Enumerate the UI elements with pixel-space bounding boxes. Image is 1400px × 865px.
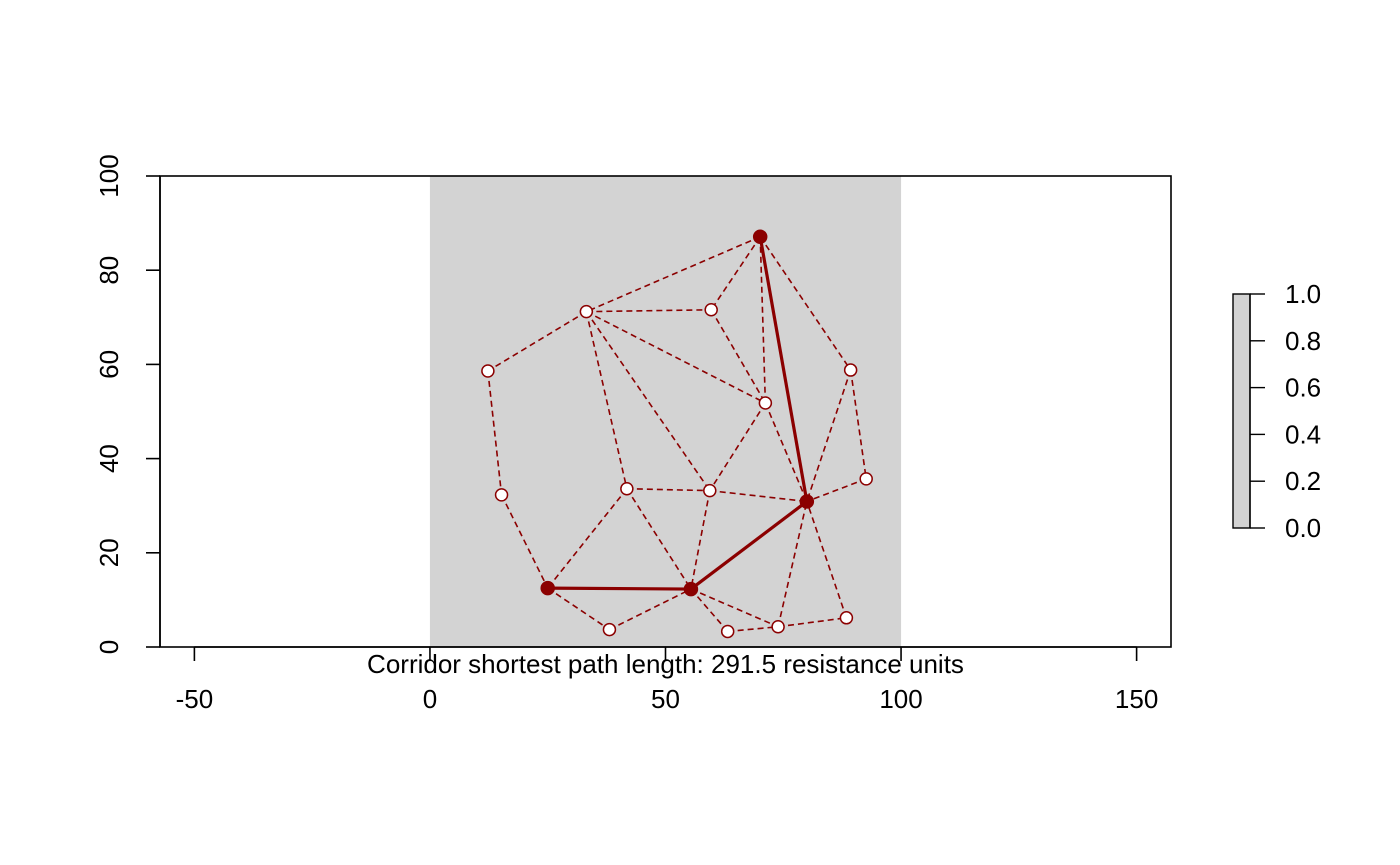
x-axis: -50 0 50 100 150 — [176, 646, 1158, 714]
network-edge — [777, 501, 808, 627]
network-edge — [759, 236, 852, 371]
shortest-path — [547, 236, 809, 591]
network-node — [843, 363, 858, 377]
network-node — [703, 483, 717, 498]
network-edge — [487, 370, 503, 495]
y-tick-label: 80 — [94, 256, 124, 285]
x-tick-label: -50 — [176, 684, 214, 714]
network-edge — [806, 369, 852, 502]
network-edge — [487, 310, 587, 372]
network-edge — [609, 588, 692, 631]
y-tick-label: 40 — [94, 444, 124, 473]
path-node — [799, 494, 815, 509]
network-edge — [690, 588, 779, 628]
shortest-path-segment — [689, 500, 808, 591]
network-edge — [710, 236, 761, 311]
network-edge — [585, 311, 711, 492]
network-edge — [709, 402, 767, 492]
y-tick-label: 100 — [94, 154, 124, 197]
path-node — [683, 581, 699, 597]
path-node — [752, 229, 768, 245]
x-tick-label: 50 — [651, 684, 680, 714]
network-node — [620, 481, 634, 496]
network-node — [758, 396, 773, 410]
raster-legend: 0.0 0.2 0.4 0.6 0.8 1.0 — [1232, 279, 1321, 543]
network-nodes — [481, 229, 873, 639]
network-node — [579, 304, 594, 319]
network-edge — [547, 587, 610, 631]
network-node — [602, 622, 617, 637]
raster-layer — [429, 176, 902, 647]
network-edge — [586, 236, 761, 313]
shortest-path-segment — [547, 586, 691, 591]
y-tick-label: 60 — [94, 350, 124, 379]
network-node — [481, 364, 495, 378]
network-node — [494, 488, 509, 502]
network-edge — [806, 501, 848, 619]
y-tick-label: 20 — [94, 538, 124, 567]
network-edge — [690, 490, 711, 590]
legend-tick-label: 0.2 — [1285, 466, 1321, 496]
network-edge — [759, 236, 767, 404]
network-edge — [727, 625, 779, 633]
path-length-caption: Corridor shortest path length: 291.5 res… — [367, 649, 964, 679]
network-edge — [626, 487, 710, 492]
raster-cells — [429, 176, 902, 647]
x-tick-label: 100 — [879, 684, 922, 714]
y-tick-label: 0 — [94, 640, 124, 654]
network-edge — [585, 311, 628, 489]
x-tick-label: 0 — [423, 684, 437, 714]
network-edge — [777, 617, 847, 628]
y-axis: 0 20 40 60 80 100 — [94, 154, 161, 654]
network-node — [720, 624, 735, 639]
network-edge — [806, 478, 867, 503]
legend-color-bar — [1232, 293, 1251, 529]
network-edge — [710, 309, 767, 404]
network-edge — [547, 488, 628, 589]
network-edge — [709, 489, 807, 503]
x-tick-label: 150 — [1115, 684, 1158, 714]
legend-tick-label: 0.0 — [1285, 513, 1321, 543]
shortest-path-segment — [758, 236, 809, 502]
network-edge — [585, 310, 766, 404]
legend-tick-label: 0.6 — [1285, 373, 1321, 403]
network-edge — [500, 494, 549, 589]
legend-tick-label: 0.8 — [1285, 326, 1321, 356]
network-node — [839, 611, 854, 625]
network-edge — [586, 308, 712, 313]
network-edge — [764, 402, 808, 502]
network-node — [704, 303, 718, 317]
network-edge — [849, 369, 867, 479]
path-node — [540, 580, 555, 596]
network-node — [859, 472, 873, 486]
legend-tick-label: 1.0 — [1285, 279, 1321, 309]
legend-tick-label: 0.4 — [1285, 419, 1321, 449]
network-node — [771, 619, 785, 634]
network-edges — [487, 236, 867, 633]
